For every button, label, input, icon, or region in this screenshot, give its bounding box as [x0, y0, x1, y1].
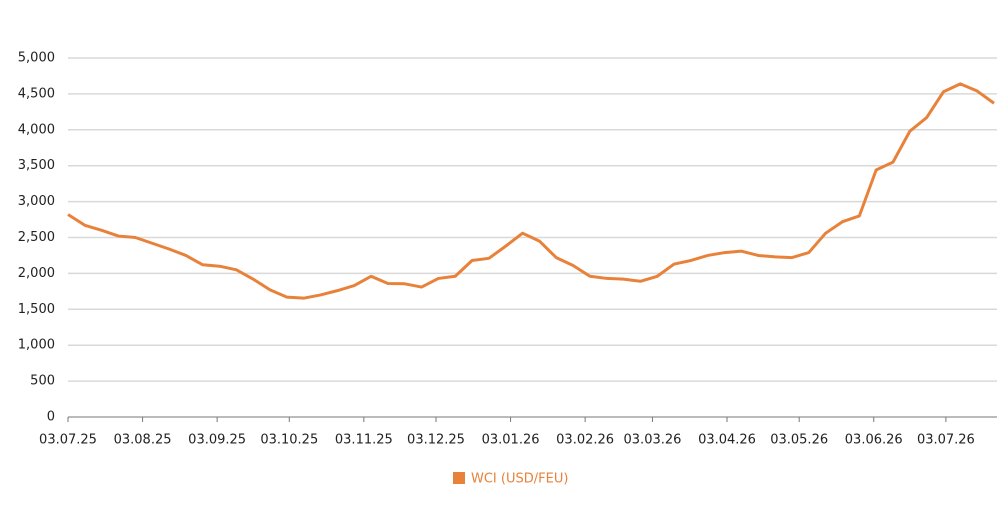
y-tick-label: 3,500 — [18, 158, 55, 173]
x-tick-label: 03.07.25 — [39, 433, 97, 448]
y-tick-label: 4,500 — [18, 86, 55, 101]
x-tick-label: 03.01.26 — [482, 433, 540, 448]
y-tick-label: 500 — [30, 374, 55, 389]
y-tick-label: 5,000 — [18, 51, 55, 66]
y-tick-label: 3,000 — [18, 194, 55, 209]
x-tick-label: 03.12.25 — [407, 433, 465, 448]
x-tick-label: 03.04.26 — [698, 433, 756, 448]
x-tick-label: 03.06.26 — [845, 433, 903, 448]
y-tick-label: 1,500 — [18, 302, 55, 317]
data-line — [67, 82, 995, 300]
x-tick-label: 03.08.25 — [114, 433, 172, 448]
y-tick-label: 4,000 — [18, 122, 55, 137]
x-tick-label: 03.05.26 — [770, 433, 828, 448]
y-tick-label: 2,000 — [18, 266, 55, 281]
legend-swatch — [453, 472, 465, 484]
x-tick-label: 03.09.25 — [188, 433, 246, 448]
x-tick-label: 03.10.25 — [260, 433, 318, 448]
y-tick-label: 1,000 — [18, 338, 55, 353]
y-tick-label: 2,500 — [18, 230, 55, 245]
x-tick-label: 03.02.26 — [556, 433, 614, 448]
legend-label: WCI (USD/FEU) — [471, 472, 568, 487]
y-tick-label: 0 — [47, 410, 55, 425]
x-tick-label: 03.11.25 — [335, 433, 393, 448]
x-tick-label: 03.03.26 — [624, 433, 682, 448]
x-tick-label: 03.07.26 — [917, 433, 975, 448]
